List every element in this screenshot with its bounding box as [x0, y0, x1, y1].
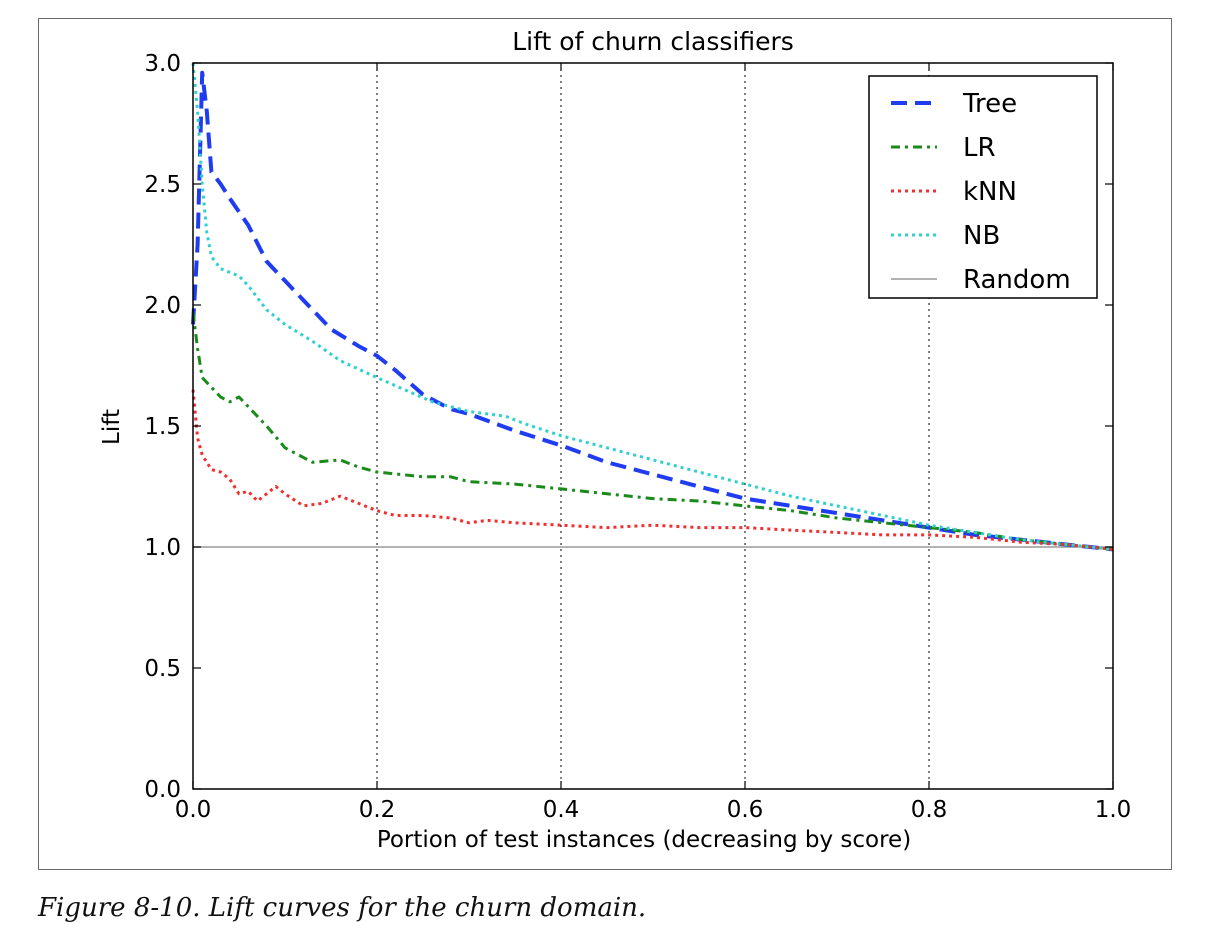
x-tick-label: 1.0	[1095, 797, 1132, 823]
series-layer	[191, 62, 1114, 552]
lift-chart: 0.0 0.2 0.4 0.6 0.8 1.00.00.51.01.52.02.53.0 …	[99, 27, 1131, 853]
x-tick-label: 0.6	[727, 797, 764, 823]
y-tick-label: 2.5	[144, 172, 181, 198]
y-tick-label: 2.0	[144, 293, 181, 319]
legend: Tree LR kNN NB Random	[868, 75, 1098, 299]
series-line-lr	[191, 312, 1114, 551]
y-tick-label: 3.0	[144, 51, 181, 77]
legend-box	[868, 75, 1098, 299]
chart-title: Lift of churn classifiers	[512, 27, 794, 56]
y-tick-label: 1.5	[144, 414, 181, 440]
y-tick-label: 0.0	[144, 777, 181, 803]
figure-caption: Figure 8-10. Lift curves for the churn d…	[38, 893, 647, 923]
x-tick-label: 0.4	[543, 797, 580, 823]
y-axis-label: Lift	[99, 409, 125, 445]
legend-label-nb: NB	[963, 221, 1000, 251]
y-tick-label: 0.5	[144, 656, 181, 682]
figure-frame: 0.0 0.2 0.4 0.6 0.8 1.0 0.0 0.5 1.0 1.5 2.0 2.5 3.0 …	[38, 18, 1172, 870]
legend-label-lr: LR	[963, 133, 996, 163]
legend-label-random: Random	[963, 265, 1071, 295]
x-tick-label: 0.2	[359, 797, 396, 823]
x-tick-label: 0.0	[175, 797, 212, 823]
y-tick-label: 1.0	[144, 535, 181, 561]
series-line-knn	[191, 389, 1114, 551]
tick-layer: 0.0 0.2 0.4 0.6 0.8 1.0 0.0 0.5 1.0 1.5 2.0 2.5 3.0	[144, 51, 1131, 823]
series-line-tree	[191, 70, 1114, 552]
legend-label-knn: kNN	[963, 177, 1017, 207]
legend-label-tree: Tree	[962, 89, 1017, 119]
x-axis-label: Portion of test instances (decreasing by…	[377, 827, 911, 853]
x-tick-label: 0.8	[911, 797, 948, 823]
